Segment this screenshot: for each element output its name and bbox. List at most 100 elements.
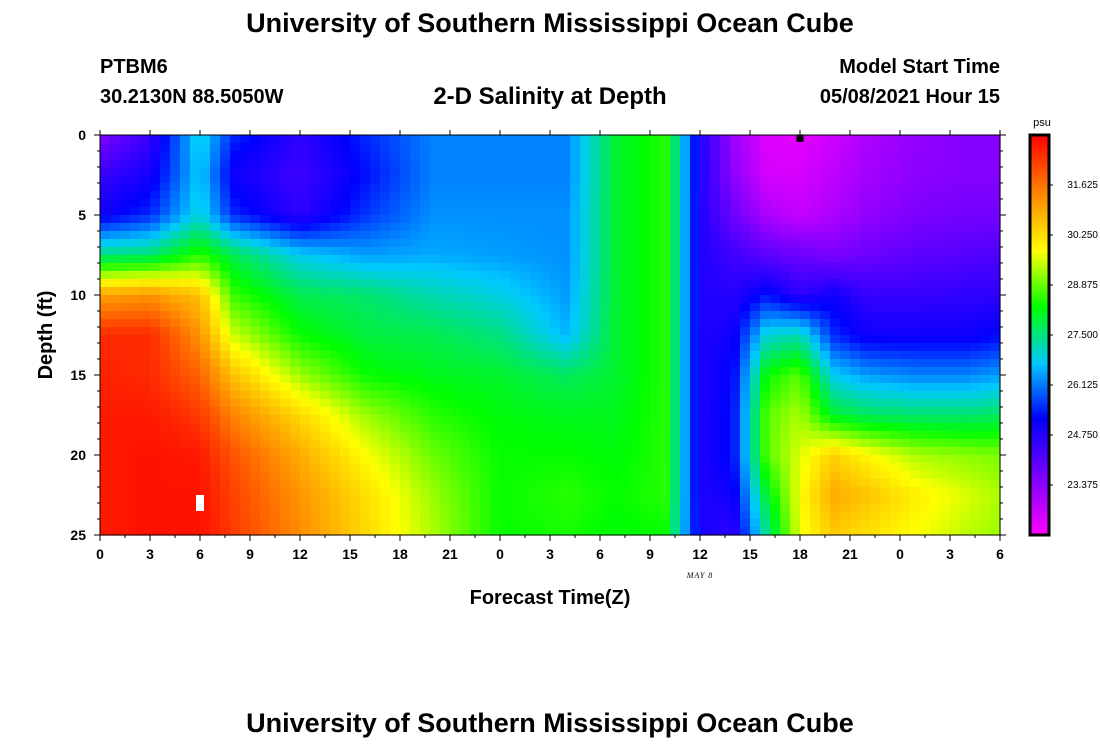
heatmap-cell [300, 447, 311, 456]
heatmap-cell [420, 327, 431, 336]
heatmap-cell [420, 175, 431, 184]
heatmap-cell [670, 519, 681, 528]
heatmap-cell [180, 527, 191, 536]
heatmap-cell [840, 279, 851, 288]
heatmap-cell [450, 159, 461, 168]
heatmap-cell [930, 175, 941, 184]
heatmap-cell [830, 223, 841, 232]
heatmap-cell [360, 391, 371, 400]
heatmap-cell [610, 319, 621, 328]
heatmap-cell [610, 255, 621, 264]
heatmap-cell [990, 383, 1001, 392]
heatmap-cell [410, 175, 421, 184]
heatmap-cell [300, 199, 311, 208]
heatmap-cell [680, 255, 691, 264]
heatmap-cell [920, 479, 931, 488]
heatmap-cell [140, 375, 151, 384]
heatmap-cell [160, 495, 171, 504]
heatmap-cell [430, 167, 441, 176]
heatmap-cell [270, 223, 281, 232]
heatmap-cell [750, 423, 761, 432]
heatmap-cell [120, 303, 131, 312]
heatmap-cell [340, 367, 351, 376]
heatmap-cell [610, 263, 621, 272]
heatmap-cell [150, 239, 161, 248]
heatmap-cell [170, 311, 181, 320]
heatmap-cell [200, 527, 211, 536]
heatmap-cell [970, 439, 981, 448]
heatmap-cell [540, 455, 551, 464]
heatmap-cell [320, 463, 331, 472]
heatmap-cell [440, 495, 451, 504]
heatmap-cell [100, 407, 111, 416]
page-title: University of Southern Mississippi Ocean… [246, 8, 854, 38]
heatmap-cell [350, 303, 361, 312]
heatmap-cell [110, 327, 121, 336]
heatmap-cell [640, 263, 651, 272]
heatmap-cell [200, 143, 211, 152]
heatmap-cell [570, 391, 581, 400]
heatmap-cell [140, 479, 151, 488]
heatmap-cell [570, 191, 581, 200]
heatmap-cell [630, 431, 641, 440]
heatmap-cell [220, 311, 231, 320]
heatmap-cell [380, 151, 391, 160]
heatmap-cell [780, 519, 791, 528]
heatmap-cell [160, 367, 171, 376]
heatmap-cell [880, 527, 891, 536]
heatmap-cell [630, 447, 641, 456]
heatmap-cell [510, 343, 521, 352]
heatmap-cell [460, 343, 471, 352]
heatmap-cell [830, 319, 841, 328]
heatmap-cell [580, 431, 591, 440]
heatmap-cell [830, 231, 841, 240]
heatmap-cell [400, 391, 411, 400]
heatmap-cell [160, 407, 171, 416]
heatmap-cell [240, 383, 251, 392]
heatmap-cell [530, 527, 541, 536]
heatmap-cell [150, 487, 161, 496]
heatmap-cell [240, 343, 251, 352]
heatmap-cell [230, 407, 241, 416]
heatmap-cell [560, 391, 571, 400]
heatmap-cell [850, 319, 861, 328]
heatmap-cell [690, 351, 701, 360]
heatmap-cell [320, 519, 331, 528]
heatmap-cell [810, 343, 821, 352]
heatmap-cell [980, 335, 991, 344]
heatmap-cell [750, 431, 761, 440]
heatmap-cell [160, 383, 171, 392]
heatmap-cell [530, 231, 541, 240]
heatmap-cell [620, 479, 631, 488]
heatmap-cell [970, 527, 981, 536]
heatmap-cell [600, 191, 611, 200]
heatmap-cell [820, 487, 831, 496]
heatmap-cell [400, 295, 411, 304]
heatmap-cell [870, 327, 881, 336]
heatmap-cell [310, 231, 321, 240]
heatmap-cell [320, 215, 331, 224]
heatmap-cell [990, 215, 1001, 224]
heatmap-cell [800, 455, 811, 464]
heatmap-cell [560, 327, 571, 336]
heatmap-cell [640, 431, 651, 440]
heatmap-cell [950, 391, 961, 400]
heatmap-cell [190, 511, 201, 520]
heatmap-cell [670, 191, 681, 200]
heatmap-cell [650, 391, 661, 400]
heatmap-cell [770, 439, 781, 448]
heatmap-cell [840, 351, 851, 360]
heatmap-cell [550, 135, 561, 144]
heatmap-cell [740, 279, 751, 288]
heatmap-cell [260, 471, 271, 480]
heatmap-cell [890, 423, 901, 432]
heatmap-cell [580, 143, 591, 152]
heatmap-cell [750, 311, 761, 320]
heatmap-cell [480, 511, 491, 520]
heatmap-cell [400, 247, 411, 256]
heatmap-cell [460, 431, 471, 440]
heatmap-cell [210, 447, 221, 456]
heatmap-cell [300, 151, 311, 160]
heatmap-cell [840, 247, 851, 256]
heatmap-cell [450, 415, 461, 424]
